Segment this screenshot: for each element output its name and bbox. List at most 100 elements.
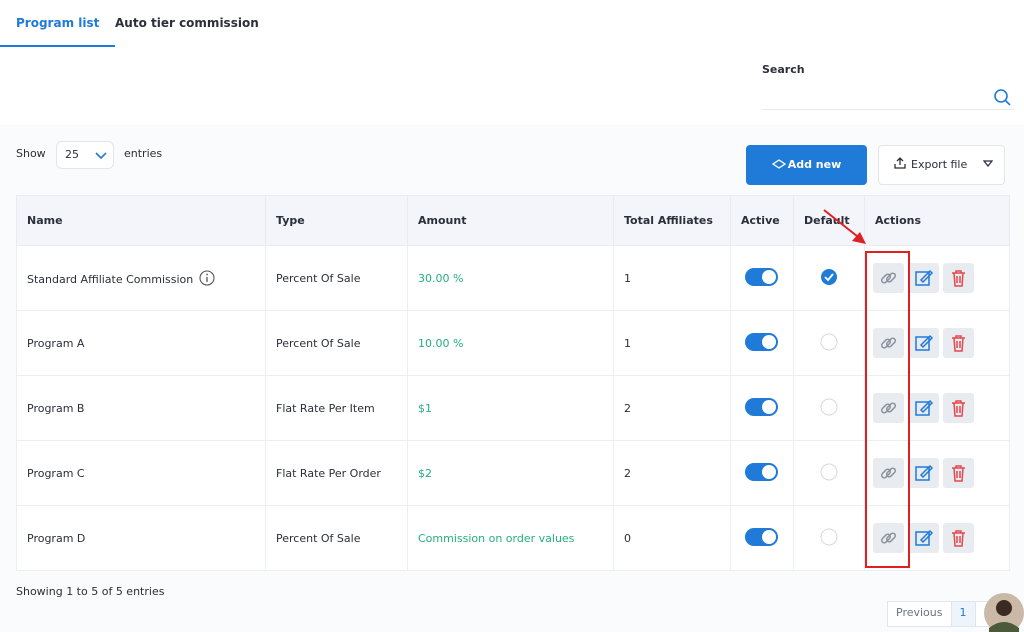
active-toggle[interactable] <box>745 527 779 547</box>
affiliates-cell: 0 <box>613 505 731 571</box>
delete-button[interactable] <box>943 393 974 423</box>
column-header: Active <box>730 195 794 246</box>
add-icon <box>771 159 786 169</box>
caret <box>982 160 994 168</box>
name-cell: Program C <box>16 440 266 506</box>
link-button[interactable] <box>873 523 904 553</box>
affiliates-cell: 1 <box>613 310 731 376</box>
active-cell <box>730 505 794 571</box>
search-input[interactable] <box>762 109 1014 110</box>
program-name: Standard Affiliate Commission <box>27 273 194 286</box>
search-label: Search <box>762 63 805 76</box>
table-row: Program D Percent Of Sale Commission on or… <box>16 505 1010 571</box>
default-cell <box>793 375 865 441</box>
length-value: 25 <box>65 148 79 161</box>
delete-button[interactable] <box>943 458 974 488</box>
entries-label: entries <box>124 147 163 160</box>
actions-cell <box>864 505 1010 571</box>
active-toggle[interactable] <box>745 267 779 287</box>
table-body: Standard Affiliate Commission Percent Of … <box>16 245 1010 571</box>
active-toggle[interactable] <box>745 462 779 482</box>
type-cell: Percent Of Sale <box>265 310 408 376</box>
actions-cell <box>864 375 1010 441</box>
chevron <box>95 152 107 160</box>
edit-button[interactable] <box>908 263 939 293</box>
link-button[interactable] <box>873 263 904 293</box>
export-button[interactable]: Export file <box>878 145 1005 185</box>
program-name: Program D <box>27 531 86 545</box>
page-button[interactable]: Previous <box>888 602 952 626</box>
link-button[interactable] <box>873 328 904 358</box>
name-cell: Program B <box>16 375 266 441</box>
column-header: Total Affiliates <box>613 195 731 246</box>
user-avatar[interactable] <box>983 592 1024 632</box>
amount-cell: $1 <box>407 375 614 441</box>
table-row: Program B Flat Rate Per Item $1 2 <box>16 375 1010 441</box>
default-cell <box>793 440 865 506</box>
affiliates-cell: 1 <box>613 245 731 311</box>
header-row: Name Type Amount Total Affiliates Active Defa… <box>16 195 1010 246</box>
default-radio[interactable] <box>820 333 838 351</box>
type-cell: Percent Of Sale <box>265 245 408 311</box>
default-cell <box>793 505 865 571</box>
length-select[interactable]: 25 <box>56 141 114 169</box>
delete-button[interactable] <box>943 263 974 293</box>
program-name: Program A <box>27 336 85 350</box>
search-icon[interactable] <box>993 88 1013 108</box>
export-text: Export file <box>911 158 968 171</box>
name-cell: Program D <box>16 505 266 571</box>
default-cell <box>793 245 865 311</box>
tab[interactable]: Auto tier commission <box>115 16 259 30</box>
default-radio[interactable] <box>820 463 838 481</box>
amount-cell: 10.00 % <box>407 310 614 376</box>
type-cell: Flat Rate Per Item <box>265 375 408 441</box>
table-row: Program C Flat Rate Per Order $2 2 <box>16 440 1010 506</box>
page-button[interactable]: 1 <box>951 602 976 626</box>
active-toggle[interactable] <box>745 332 779 352</box>
active-cell <box>730 375 794 441</box>
actions-cell <box>864 440 1010 506</box>
default-radio[interactable] <box>820 398 838 416</box>
program-table: Name Type Amount Total Affiliates Active Defa… <box>16 195 1010 571</box>
show-label: Show <box>16 147 46 160</box>
tab[interactable]: Program list <box>0 0 116 47</box>
actions-cell <box>864 245 1010 311</box>
link-button[interactable] <box>873 393 904 423</box>
table-info: Showing 1 to 5 of 5 entries <box>16 585 165 598</box>
amount-cell: Commission on order values <box>407 505 614 571</box>
column-header: Name <box>16 195 266 246</box>
type-cell: Flat Rate Per Order <box>265 440 408 506</box>
name-cell: Program A <box>16 310 266 376</box>
info-icon[interactable] <box>199 270 215 286</box>
link-button[interactable] <box>873 458 904 488</box>
search-area <box>0 47 1024 125</box>
affiliates-cell: 2 <box>613 440 731 506</box>
edit-button[interactable] <box>908 523 939 553</box>
table-row: Program A Percent Of Sale 10.00 % 1 <box>16 310 1010 376</box>
edit-button[interactable] <box>908 393 939 423</box>
default-radio[interactable] <box>820 268 838 286</box>
name-cell: Standard Affiliate Commission <box>16 245 266 311</box>
affiliates-cell: 2 <box>613 375 731 441</box>
column-header: Amount <box>407 195 614 246</box>
active-toggle[interactable] <box>745 397 779 417</box>
column-header: Type <box>265 195 408 246</box>
edit-button[interactable] <box>908 458 939 488</box>
amount-cell: $2 <box>407 440 614 506</box>
active-cell <box>730 245 794 311</box>
delete-button[interactable] <box>943 523 974 553</box>
program-name: Program C <box>27 466 85 480</box>
edit-button[interactable] <box>908 328 939 358</box>
type-cell: Percent Of Sale <box>265 505 408 571</box>
actions-cell <box>864 310 1010 376</box>
add-new-text: Add new <box>787 158 842 171</box>
active-cell <box>730 440 794 506</box>
default-radio[interactable] <box>820 528 838 546</box>
program-name: Program B <box>27 401 85 415</box>
active-cell <box>730 310 794 376</box>
default-cell <box>793 310 865 376</box>
delete-button[interactable] <box>943 328 974 358</box>
add-new-button[interactable]: Add new <box>746 145 867 185</box>
export-icon <box>894 157 906 169</box>
